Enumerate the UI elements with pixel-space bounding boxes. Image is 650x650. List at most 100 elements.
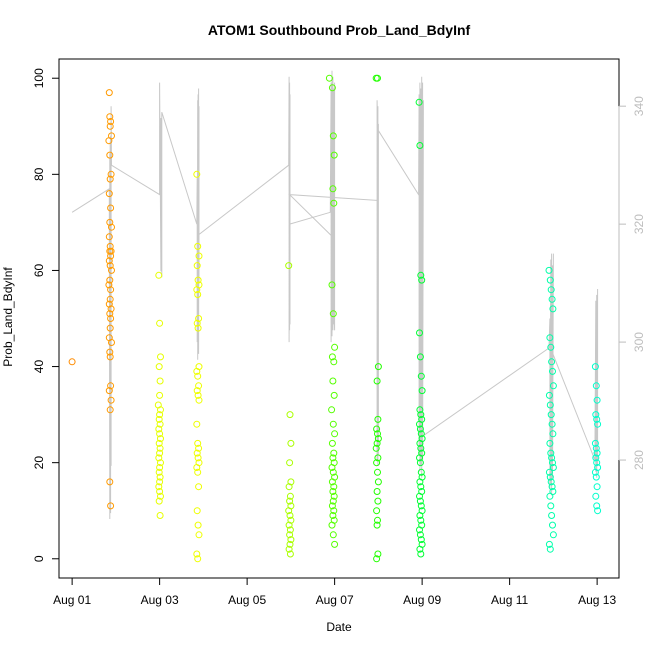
data-point (156, 444, 164, 452)
data-point (155, 497, 163, 505)
data-point (155, 425, 163, 433)
data-point (549, 459, 556, 467)
data-point (156, 319, 164, 327)
data-point (195, 252, 203, 260)
data-point (105, 190, 113, 198)
data-point (194, 242, 202, 250)
data-point (106, 122, 114, 130)
data-point (156, 449, 164, 457)
x-tick-label: Aug 07 (316, 593, 354, 607)
data-point (416, 531, 424, 539)
data-point (374, 454, 382, 462)
data-point (156, 478, 164, 486)
data-point (157, 492, 164, 500)
data-point (68, 358, 76, 366)
data-point (593, 449, 601, 457)
chart-title: ATOM1 Southbound Prob_Land_BdyInf (208, 22, 471, 38)
data-point (193, 262, 201, 270)
data-point (108, 339, 115, 346)
data-point (591, 363, 599, 371)
data-point (545, 540, 553, 548)
data-point (549, 305, 557, 313)
data-point (193, 170, 201, 178)
series-1 (105, 89, 115, 510)
data-point (328, 464, 336, 471)
data-point (285, 507, 293, 515)
data-point (155, 271, 163, 279)
data-point (325, 74, 333, 82)
data-point (416, 478, 424, 486)
data-point (331, 540, 339, 548)
data-point (592, 473, 600, 481)
data-point (548, 358, 556, 366)
data-point (547, 411, 555, 419)
data-point (156, 430, 164, 438)
data-point (286, 540, 294, 548)
data-point (194, 454, 202, 462)
data-point (416, 454, 423, 462)
data-point (107, 396, 115, 404)
series-5 (325, 74, 339, 548)
data-point (328, 281, 336, 289)
data-point (417, 372, 425, 380)
data-point (546, 439, 554, 447)
data-point (105, 137, 113, 145)
data-point (155, 415, 163, 423)
data-point (418, 387, 426, 395)
data-point (156, 512, 164, 519)
data-point (157, 459, 164, 467)
data-point (416, 492, 423, 500)
data-point (193, 464, 201, 471)
data-point (107, 170, 115, 178)
data-point (328, 84, 336, 92)
series-6 (372, 74, 382, 563)
data-point (286, 531, 294, 539)
points-group (68, 74, 602, 563)
right-tick-label: 300 (632, 332, 646, 352)
data-point (285, 483, 293, 491)
y-axis-label: Prob_Land_BdyInf (1, 267, 15, 367)
data-point (107, 118, 115, 125)
data-point (193, 550, 201, 558)
axes-group: Aug 01 Aug 03 Aug 05 Aug 07 Aug 09 Aug 11 Aug … (32, 68, 646, 607)
data-point (549, 382, 557, 390)
data-point (374, 430, 381, 438)
data-point (106, 262, 114, 270)
data-point (106, 478, 114, 486)
data-point (594, 507, 602, 515)
data-point (374, 435, 382, 443)
data-point (329, 420, 337, 428)
data-point (194, 276, 202, 284)
y-tick-label: 60 (32, 263, 46, 277)
data-point (546, 492, 554, 500)
data-point (374, 468, 381, 476)
data-point (373, 459, 381, 467)
data-point (193, 319, 201, 327)
data-point (417, 468, 425, 476)
data-point (331, 343, 339, 351)
data-point (106, 353, 114, 361)
series-2 (154, 271, 164, 519)
data-point (374, 478, 382, 486)
data-point (416, 459, 424, 467)
data-point (286, 526, 294, 534)
data-point (193, 286, 201, 294)
data-point (194, 439, 202, 447)
data-point (417, 502, 425, 510)
data-point (373, 439, 381, 447)
data-point (416, 420, 423, 428)
data-point (546, 401, 554, 409)
data-point (329, 377, 337, 385)
data-point (592, 382, 600, 390)
data-point (195, 382, 203, 390)
data-point (193, 449, 201, 457)
data-point (157, 435, 164, 443)
y-tick-label: 0 (32, 555, 46, 562)
data-point (156, 411, 164, 419)
data-point (549, 464, 557, 471)
data-point (328, 406, 336, 414)
data-point (285, 521, 293, 529)
right-tick-label: 340 (632, 96, 646, 116)
data-point (287, 439, 295, 447)
